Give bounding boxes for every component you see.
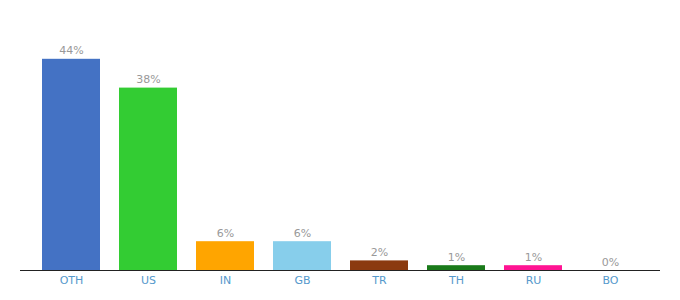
- svg-text:38%: 38%: [136, 73, 160, 86]
- svg-text:6%: 6%: [217, 227, 234, 240]
- svg-text:US: US: [141, 274, 156, 287]
- svg-text:TR: TR: [371, 274, 387, 287]
- svg-text:IN: IN: [220, 274, 231, 287]
- svg-text:TH: TH: [448, 274, 464, 287]
- svg-text:GB: GB: [294, 274, 310, 287]
- svg-text:6%: 6%: [294, 227, 311, 240]
- svg-text:1%: 1%: [525, 251, 542, 264]
- svg-text:1%: 1%: [448, 251, 465, 264]
- svg-text:2%: 2%: [371, 246, 388, 259]
- svg-text:RU: RU: [526, 274, 542, 287]
- svg-text:44%: 44%: [59, 44, 83, 57]
- svg-text:BO: BO: [602, 274, 618, 287]
- svg-text:OTH: OTH: [60, 274, 84, 287]
- svg-text:0%: 0%: [602, 256, 619, 269]
